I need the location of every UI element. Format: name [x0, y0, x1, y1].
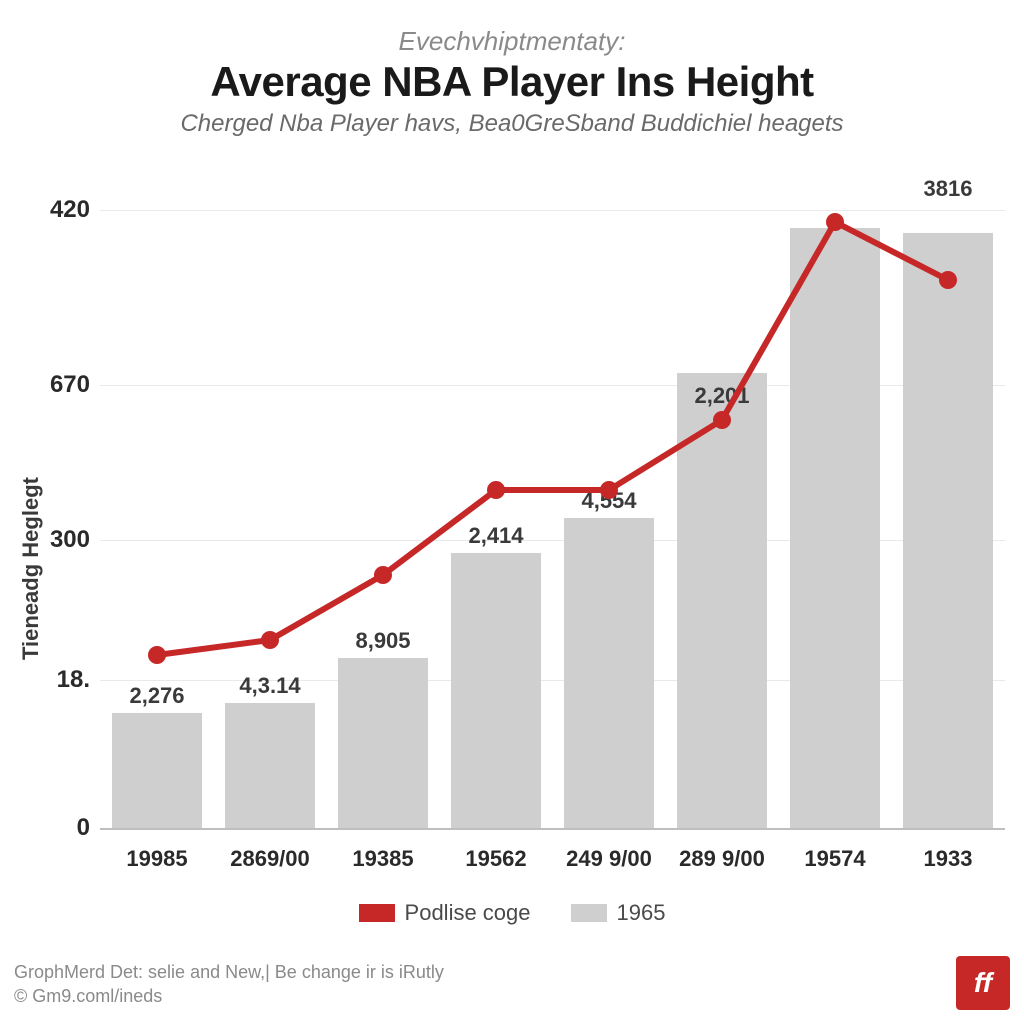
- brand-logo: ff: [956, 956, 1010, 1010]
- bar-value-label: 2,414: [441, 523, 551, 549]
- bar: [225, 703, 315, 828]
- x-axis-baseline: [100, 828, 1005, 830]
- bar: [112, 713, 202, 828]
- x-tick-label: 249 9/00: [552, 846, 666, 872]
- bar-value-label: 8,905: [328, 628, 438, 654]
- x-tick-label: 1933: [891, 846, 1005, 872]
- y-tick: 18.: [30, 666, 90, 694]
- bar: [338, 658, 428, 828]
- bar: [790, 228, 880, 828]
- y-tick: 670: [30, 371, 90, 399]
- line-marker: [374, 566, 392, 584]
- footer-source: GrophMerd Det: selie and New,| Be change…: [14, 962, 444, 983]
- legend-label-bar: 1965: [617, 900, 666, 926]
- legend-item-line: Podlise coge: [359, 900, 531, 926]
- legend-swatch-bar: [571, 904, 607, 922]
- eyebrow-text: Evechvhiptmentaty:: [0, 26, 1024, 57]
- y-tick: 0: [30, 814, 90, 842]
- gridline: [100, 210, 1005, 211]
- x-tick-label: 19562: [439, 846, 553, 872]
- x-tick-label: 19385: [326, 846, 440, 872]
- bar: [903, 233, 993, 828]
- bar-value-label: 3816: [893, 176, 1003, 202]
- legend: Podlise coge 1965: [0, 900, 1024, 926]
- x-tick-label: 2869/00: [213, 846, 327, 872]
- chart-container: Evechvhiptmentaty: Average NBA Player In…: [0, 0, 1024, 1024]
- line-marker: [487, 481, 505, 499]
- x-tick-label: 19985: [100, 846, 214, 872]
- line-marker: [148, 646, 166, 664]
- chart-title: Average NBA Player Ins Height: [0, 58, 1024, 106]
- line-marker: [261, 631, 279, 649]
- y-tick: 300: [30, 526, 90, 554]
- bar-value-label: 2,276: [102, 683, 212, 709]
- bar: [564, 518, 654, 828]
- bar-value-label: 4,554: [554, 488, 664, 514]
- x-tick-label: 289 9/00: [665, 846, 779, 872]
- bar-value-label: 2,201: [667, 383, 777, 409]
- chart-subtitle: Cherged Nba Player havs, Bea0GreSband Bu…: [0, 110, 1024, 138]
- y-tick: 420: [30, 196, 90, 224]
- bar: [677, 373, 767, 828]
- legend-item-bar: 1965: [571, 900, 666, 926]
- legend-swatch-line: [359, 904, 395, 922]
- legend-label-line: Podlise coge: [405, 900, 531, 926]
- x-tick-label: 19574: [778, 846, 892, 872]
- footer-copyright: © Gm9.coml/ineds: [14, 986, 162, 1007]
- y-axis-label: Tieneadg Heglegt: [18, 477, 44, 660]
- bar: [451, 553, 541, 828]
- bar-value-label: 4,3.14: [215, 673, 325, 699]
